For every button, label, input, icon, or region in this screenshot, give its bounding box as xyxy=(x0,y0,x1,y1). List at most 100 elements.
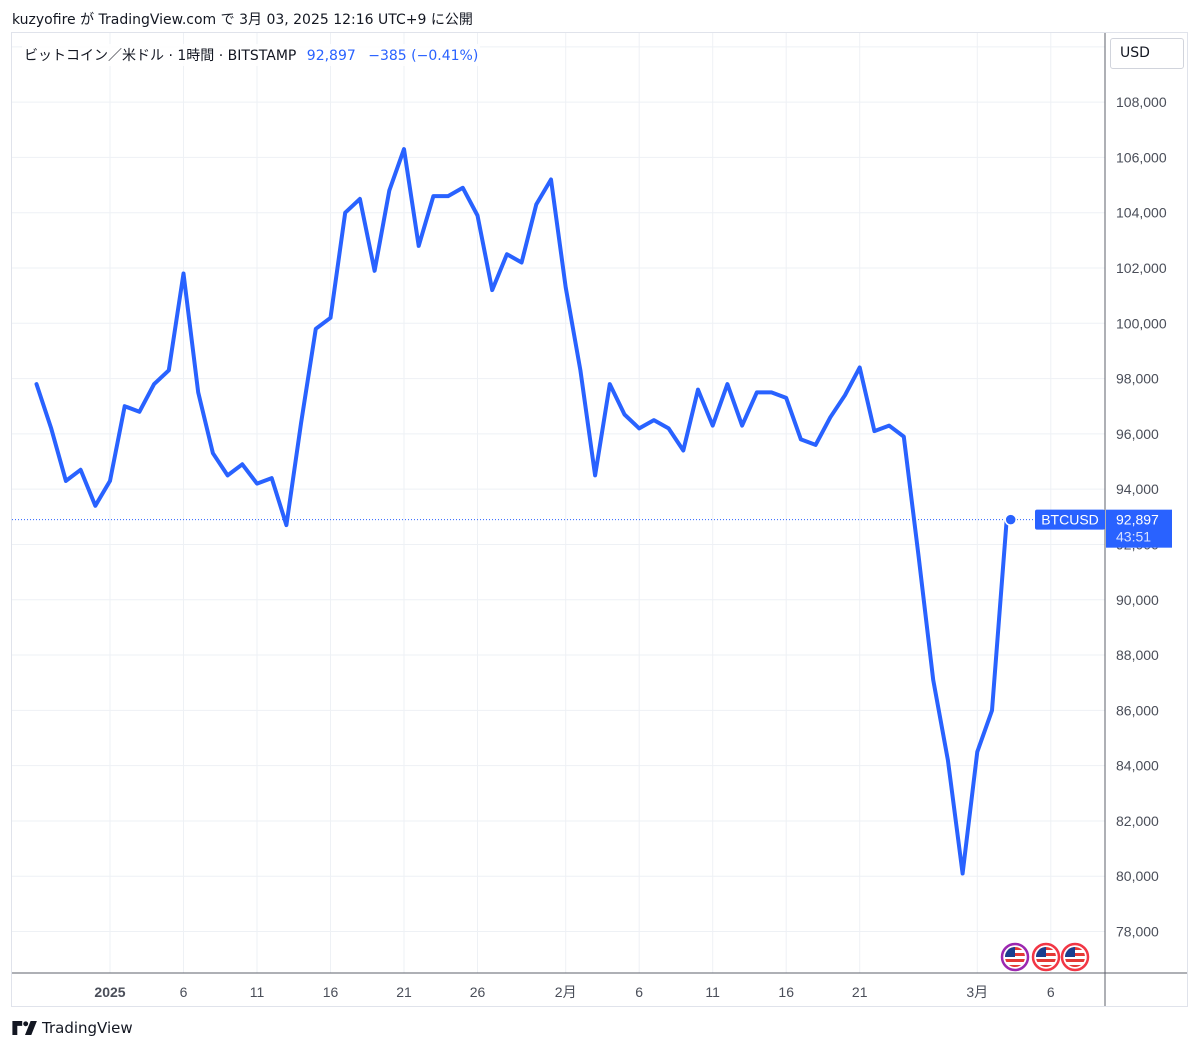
price-data-point xyxy=(638,427,641,430)
price-series-line xyxy=(34,147,1009,876)
price-data-point xyxy=(887,424,891,427)
price-data-point xyxy=(197,391,200,394)
chart-legend: ビットコイン／米ドル · 1時間 · BITSTAMP 92,897 −385 … xyxy=(22,44,481,66)
price-data-point xyxy=(152,382,156,386)
price-data-point xyxy=(35,382,38,386)
watermark-text: TradingView xyxy=(42,1019,133,1037)
price-data-point xyxy=(976,750,979,754)
legend-last-price: 92,897 xyxy=(306,48,356,64)
price-data-point xyxy=(829,416,832,419)
chart-frame xyxy=(11,32,1188,1007)
price-data-point xyxy=(432,194,435,198)
bar-countdown: 43:51 xyxy=(1116,529,1151,545)
price-data-point xyxy=(358,197,362,201)
symbol-label: BTCUSD xyxy=(1041,512,1099,528)
price-data-point xyxy=(990,709,994,712)
last-price-axis-label-bg xyxy=(1106,509,1172,548)
price-data-point xyxy=(167,369,170,372)
price-axis-tick-label: 96,000 xyxy=(1116,426,1159,442)
price-data-point xyxy=(138,410,141,413)
time-axis-tick-label: 6 xyxy=(635,984,643,1000)
price-data-point xyxy=(417,244,420,248)
price-data-point xyxy=(652,418,656,422)
price-axis-tick-label: 82,000 xyxy=(1116,813,1159,829)
price-data-point xyxy=(226,474,229,477)
price-data-point xyxy=(108,479,112,483)
price-axis-tick-label: 78,000 xyxy=(1116,924,1159,940)
time-axis-tick-label: 21 xyxy=(396,984,412,1000)
price-data-point xyxy=(491,288,494,292)
price-data-point xyxy=(535,203,538,206)
legend-change: −385 (−0.41%) xyxy=(368,48,479,64)
time-axis-tick-label: 11 xyxy=(705,984,720,1000)
price-data-point xyxy=(388,189,391,192)
price-data-point xyxy=(593,474,597,477)
price-data-point xyxy=(505,252,509,256)
price-data-point xyxy=(520,261,523,264)
price-data-point xyxy=(932,678,935,682)
price-axis-tick-label: 88,000 xyxy=(1116,647,1159,663)
price-data-point xyxy=(740,424,744,427)
price-data-point xyxy=(402,147,406,151)
us-event-flag-icon[interactable] xyxy=(1060,942,1090,972)
price-axis-tick-label: 100,000 xyxy=(1116,315,1167,331)
last-price-axis-value: 92,897 xyxy=(1116,512,1159,528)
price-data-point xyxy=(344,211,347,214)
price-data-point xyxy=(961,872,964,875)
price-data-point xyxy=(461,186,464,190)
price-data-point xyxy=(902,435,905,438)
price-data-point xyxy=(608,382,611,386)
time-axis-tick-label: 26 xyxy=(470,984,486,1000)
price-data-point xyxy=(682,449,685,452)
price-axis-tick-label: 98,000 xyxy=(1116,371,1159,387)
price-data-point xyxy=(299,421,303,425)
price-data-point xyxy=(329,316,332,319)
price-data-point xyxy=(50,427,53,430)
legend-symbol: ビットコイン／米ドル · 1時間 · BITSTAMP xyxy=(24,48,297,64)
price-axis-tick-label: 80,000 xyxy=(1116,868,1159,884)
time-axis-tick-label: 2025 xyxy=(94,984,125,1000)
last-price-dot xyxy=(1004,513,1017,526)
tradingview-logo-icon xyxy=(12,1021,37,1035)
price-data-point xyxy=(799,438,803,441)
price-data-point xyxy=(94,504,97,507)
price-axis-tick-label: 84,000 xyxy=(1116,758,1159,774)
time-axis-tick-label: 2月 xyxy=(555,984,577,1000)
price-data-point xyxy=(917,554,920,557)
price-data-point xyxy=(711,424,714,427)
price-data-point xyxy=(123,405,126,408)
time-axis-tick-label: 3月 xyxy=(966,984,988,1000)
price-data-point xyxy=(785,396,788,400)
price-data-point xyxy=(843,393,847,397)
price-data-point xyxy=(270,476,273,480)
price-data-point xyxy=(667,427,670,430)
time-axis-tick-label: 6 xyxy=(1047,984,1055,1000)
price-data-point xyxy=(241,463,244,466)
price-data-point xyxy=(726,382,729,386)
price-axis-tick-label: 94,000 xyxy=(1116,481,1159,497)
price-axis-tick-label: 102,000 xyxy=(1116,260,1167,276)
time-axis-tick-label: 11 xyxy=(250,984,265,1000)
tradingview-watermark[interactable]: TradingView xyxy=(12,1019,133,1037)
price-data-point xyxy=(79,468,82,472)
publish-info-line: kuzyofire が TradingView.com で 3月 03, 202… xyxy=(12,12,473,28)
us-event-flag-icon[interactable] xyxy=(1031,942,1061,972)
price-data-point xyxy=(858,366,861,369)
price-data-point xyxy=(623,413,626,416)
price-data-point xyxy=(696,388,700,391)
price-data-point xyxy=(64,479,68,483)
price-data-point xyxy=(211,452,215,455)
time-axis-tick-label: 21 xyxy=(852,984,868,1000)
price-data-point xyxy=(755,391,758,394)
us-event-flag-icon[interactable] xyxy=(1000,942,1030,972)
price-data-point xyxy=(873,429,876,433)
price-data-point xyxy=(946,758,950,762)
price-axis-tick-label: 104,000 xyxy=(1116,205,1167,221)
price-data-point xyxy=(373,269,376,272)
price-data-point xyxy=(446,194,450,198)
symbol-label-bg xyxy=(1035,509,1105,530)
price-axis-tick-label: 108,000 xyxy=(1116,94,1167,110)
price-data-point xyxy=(770,391,773,394)
currency-button[interactable]: USD xyxy=(1110,38,1184,69)
